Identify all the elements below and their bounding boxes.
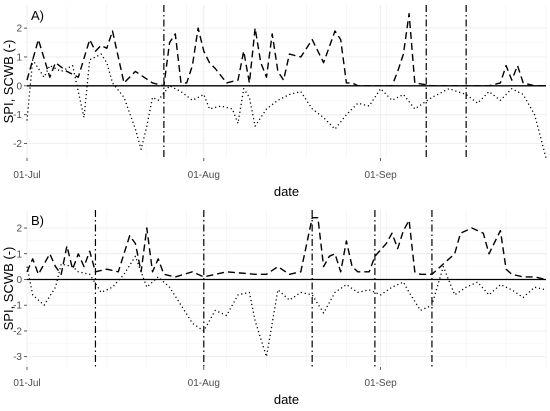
vlines-a <box>163 5 467 158</box>
panel-a: -2 -1 0 1 2 01-Jul 01-Aug 01-Sep A) SPI, SCWB … <box>1 5 547 199</box>
y-tick-label: 2 <box>16 224 22 235</box>
y-tick-label: -2 <box>13 139 22 150</box>
series-line-dashed <box>26 12 546 87</box>
x-tick-label: 01-Aug <box>188 170 220 181</box>
x-ticks-a: 01-Jul 01-Aug 01-Sep <box>13 158 397 181</box>
panel-b: -3 -2 -1 0 1 2 01-Jul 01-Aug 01-Sep B) SPI, SCW… <box>1 210 547 407</box>
series-a <box>26 12 547 159</box>
y-tick-label: 1 <box>16 249 22 260</box>
y-tick-label: 1 <box>16 52 22 63</box>
vlines-b <box>94 210 433 367</box>
x-tick-label: 01-Jul <box>13 170 40 181</box>
series-line-dashed <box>26 216 547 281</box>
y-tick-label: -3 <box>13 352 22 363</box>
y-tick-label: -2 <box>13 326 22 337</box>
y-tick-label: 0 <box>16 275 22 286</box>
x-tick-label: 01-Sep <box>364 378 397 389</box>
plot-area-b <box>27 210 546 367</box>
panel-label-b: B) <box>31 213 44 228</box>
series-b <box>26 216 547 358</box>
x-tick-label: 01-Jul <box>13 378 40 389</box>
x-axis-title-a: date <box>274 184 299 199</box>
y-ticks-b: -3 -2 -1 0 1 2 <box>13 224 27 363</box>
y-tick-label: 2 <box>16 24 22 35</box>
y-axis-title-a: SPI, SCWB (-) <box>1 40 16 124</box>
plot-area-a <box>27 5 546 158</box>
x-tick-label: 01-Sep <box>364 170 397 181</box>
y-axis-title-b: SPI, SCWB (-) <box>1 247 16 331</box>
panel-label-a: A) <box>31 8 44 23</box>
y-ticks-a: -2 -1 0 1 2 <box>13 24 27 150</box>
series-line-dotted <box>26 53 547 159</box>
x-tick-label: 01-Aug <box>188 378 220 389</box>
x-ticks-b: 01-Jul 01-Aug 01-Sep <box>13 367 397 389</box>
x-axis-title-b: date <box>274 392 299 407</box>
y-tick-label: -1 <box>13 110 22 121</box>
y-tick-label: 0 <box>16 81 22 92</box>
y-tick-label: -1 <box>13 301 22 312</box>
